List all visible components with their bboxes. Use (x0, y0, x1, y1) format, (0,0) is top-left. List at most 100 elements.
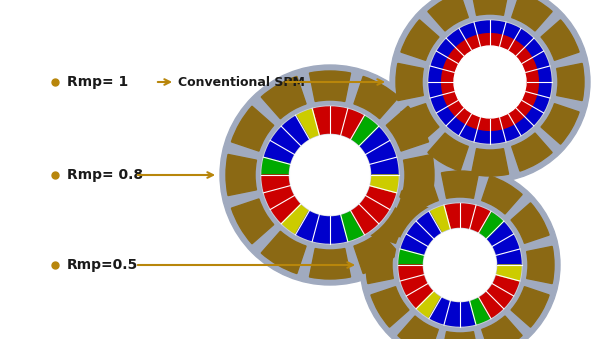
Circle shape (425, 17, 555, 147)
Wedge shape (470, 298, 491, 324)
Wedge shape (296, 212, 319, 241)
Wedge shape (341, 212, 364, 241)
Wedge shape (527, 246, 554, 284)
Wedge shape (371, 175, 398, 193)
Wedge shape (282, 205, 309, 234)
Circle shape (390, 0, 590, 182)
Circle shape (261, 106, 399, 244)
Circle shape (442, 34, 538, 131)
Wedge shape (479, 292, 503, 318)
Wedge shape (493, 275, 519, 296)
Wedge shape (271, 127, 301, 154)
Wedge shape (282, 116, 309, 145)
Wedge shape (482, 176, 522, 214)
Wedge shape (398, 176, 439, 214)
Wedge shape (430, 298, 450, 324)
Wedge shape (430, 206, 450, 232)
Wedge shape (271, 196, 301, 223)
Wedge shape (428, 133, 469, 171)
Wedge shape (371, 287, 409, 327)
Wedge shape (407, 222, 433, 246)
Wedge shape (261, 231, 306, 274)
Wedge shape (265, 141, 293, 164)
Wedge shape (487, 284, 513, 308)
Wedge shape (497, 265, 521, 281)
Wedge shape (399, 265, 423, 281)
Wedge shape (232, 199, 274, 244)
Wedge shape (401, 20, 439, 60)
Wedge shape (330, 107, 347, 135)
Wedge shape (404, 155, 434, 196)
Wedge shape (371, 157, 398, 175)
Wedge shape (442, 332, 479, 339)
Wedge shape (512, 0, 552, 31)
Wedge shape (386, 106, 428, 151)
Wedge shape (396, 63, 424, 101)
Wedge shape (310, 71, 350, 101)
Wedge shape (341, 109, 364, 139)
Wedge shape (511, 203, 549, 243)
Wedge shape (407, 284, 433, 308)
Circle shape (290, 135, 370, 215)
Wedge shape (313, 107, 330, 135)
Wedge shape (512, 133, 552, 171)
Text: Rmp=0.5: Rmp=0.5 (67, 258, 138, 272)
Wedge shape (351, 116, 378, 145)
Wedge shape (479, 212, 503, 238)
Wedge shape (359, 196, 389, 223)
Wedge shape (398, 316, 439, 339)
Wedge shape (541, 104, 579, 144)
Wedge shape (232, 106, 274, 151)
Wedge shape (417, 292, 441, 318)
Circle shape (429, 21, 551, 143)
Wedge shape (296, 109, 319, 139)
Wedge shape (541, 20, 579, 60)
Wedge shape (442, 171, 479, 198)
Wedge shape (371, 203, 409, 243)
Wedge shape (470, 206, 491, 232)
Wedge shape (354, 76, 399, 119)
Wedge shape (444, 204, 460, 228)
Wedge shape (472, 0, 509, 15)
Wedge shape (265, 186, 293, 209)
Circle shape (398, 203, 522, 327)
Wedge shape (262, 175, 289, 193)
Circle shape (258, 103, 402, 247)
Text: Rmp= 1: Rmp= 1 (67, 75, 128, 89)
Wedge shape (428, 0, 469, 31)
Circle shape (424, 229, 496, 301)
Wedge shape (262, 157, 289, 175)
Circle shape (454, 46, 526, 118)
Wedge shape (460, 302, 476, 326)
Wedge shape (261, 76, 306, 119)
Wedge shape (226, 155, 256, 196)
Text: Conventional SPM: Conventional SPM (178, 76, 305, 88)
Circle shape (360, 165, 560, 339)
Circle shape (428, 20, 552, 144)
Wedge shape (444, 302, 460, 326)
Wedge shape (401, 275, 427, 296)
Wedge shape (493, 235, 519, 255)
Wedge shape (417, 212, 441, 238)
Wedge shape (472, 149, 509, 176)
Wedge shape (330, 216, 347, 243)
Circle shape (220, 65, 440, 285)
Wedge shape (310, 248, 350, 279)
Wedge shape (386, 199, 428, 244)
Wedge shape (313, 216, 330, 243)
Wedge shape (497, 249, 521, 265)
Wedge shape (359, 127, 389, 154)
Wedge shape (367, 186, 395, 209)
Wedge shape (366, 246, 394, 284)
Circle shape (395, 200, 525, 330)
Wedge shape (482, 316, 522, 339)
Wedge shape (557, 63, 584, 101)
Wedge shape (487, 222, 513, 246)
Wedge shape (460, 204, 476, 228)
Wedge shape (351, 205, 378, 234)
Wedge shape (401, 235, 427, 255)
Text: Rmp= 0.8: Rmp= 0.8 (67, 168, 143, 182)
Wedge shape (367, 141, 395, 164)
Wedge shape (399, 249, 423, 265)
Wedge shape (354, 231, 399, 274)
